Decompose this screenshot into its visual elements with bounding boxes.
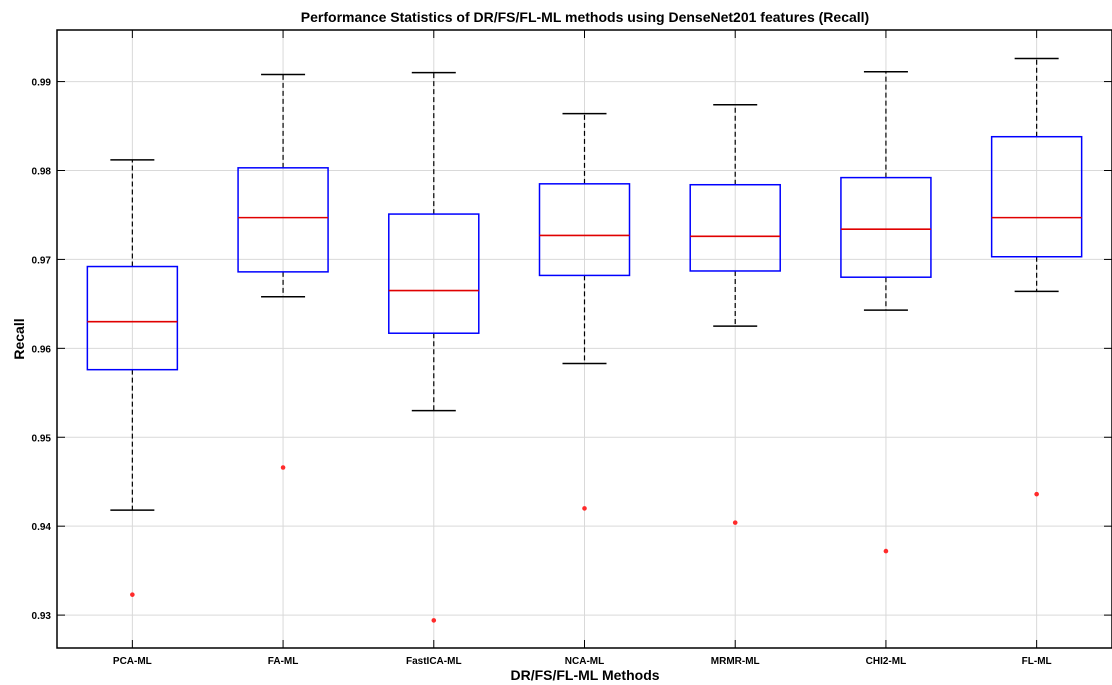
y-tick-label: 0.95 (32, 433, 52, 444)
outlier-point (883, 548, 889, 554)
grid-lines (57, 30, 1112, 648)
y-tick-label: 0.99 (32, 78, 52, 89)
outlier-point (1034, 491, 1039, 497)
y-axis-label: Recall (11, 318, 27, 359)
x-tick-label: FL-ML (1022, 656, 1052, 667)
iqr-box (388, 213, 480, 334)
y-tick-label: 0.98 (32, 166, 52, 177)
iqr-box (538, 183, 631, 277)
box-nca-ml (538, 112, 631, 511)
x-tick-label: MRMR-ML (711, 656, 760, 667)
outlier-point (130, 592, 135, 597)
box-plots (86, 57, 1083, 623)
box-fastica-ml (388, 71, 480, 623)
y-tick-label: 0.97 (32, 255, 52, 266)
axis-ticks: 0.93 0.94 0.95 0.96 0.97 0.98 0.99 PCA-ML FA-ML F… (32, 30, 1112, 667)
outlier-point (280, 465, 286, 470)
y-tick-label: 0.96 (32, 344, 52, 355)
x-tick-label: PCA-ML (113, 656, 152, 667)
y-tick-label: 0.93 (32, 611, 52, 622)
chart-title: Performance Statistics of DR/FS/FL-ML me… (301, 9, 869, 25)
y-tick-label: 0.94 (32, 522, 52, 533)
iqr-box (237, 167, 329, 273)
iqr-box (990, 135, 1083, 258)
x-tick-label: FA-ML (268, 656, 299, 667)
iqr-box (86, 265, 179, 371)
iqr-box (689, 183, 781, 272)
outlier-point (431, 618, 437, 623)
box-fl-ml (990, 57, 1083, 497)
x-axis-label: DR/FS/FL-ML Methods (510, 667, 659, 683)
iqr-box (840, 176, 932, 278)
box-fa-ml (237, 73, 329, 470)
x-tick-label: NCA-ML (565, 656, 604, 667)
outlier-point (582, 506, 587, 511)
box-chi2-ml (840, 71, 932, 554)
x-tick-label: FastICA-ML (406, 656, 462, 667)
box-mrmr-ml (689, 103, 781, 525)
box-pca-ml (86, 159, 179, 597)
x-tick-label: CHI2-ML (866, 656, 907, 667)
outlier-point (732, 520, 738, 525)
